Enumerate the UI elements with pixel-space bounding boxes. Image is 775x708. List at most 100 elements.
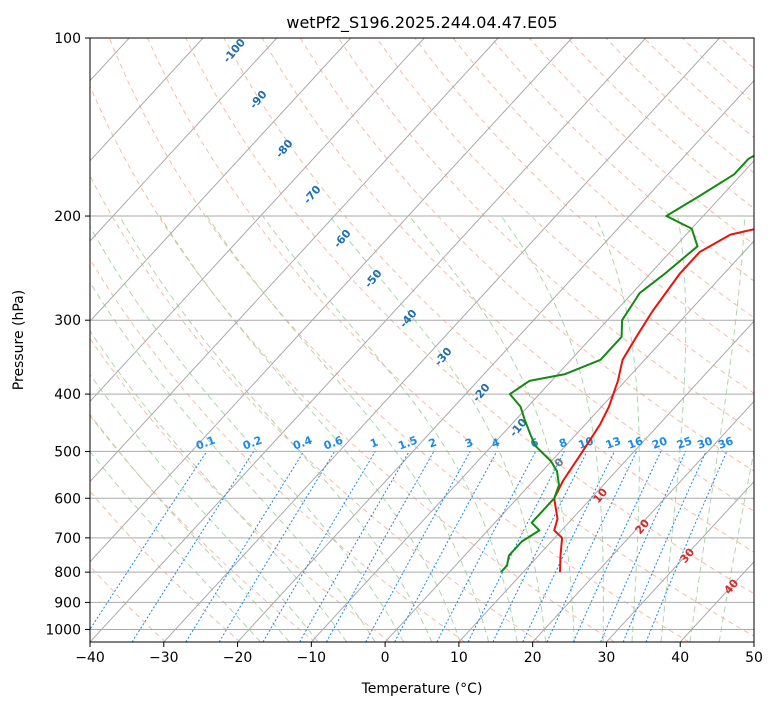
dry-adiabat [414, 38, 754, 356]
x-tick-label: 0 [381, 650, 390, 666]
dry-adiabat [261, 38, 754, 512]
mixing-ratio-label: 0.6 [322, 434, 345, 453]
dry-adiabat [681, 38, 754, 104]
mixing-ratio-label: 4 [490, 436, 502, 451]
dry-adiabat [223, 38, 754, 553]
isotherm-line [90, 38, 647, 642]
y-tick-label: 1000 [45, 622, 81, 638]
isotherm-line [90, 38, 204, 162]
temperature-line [553, 228, 754, 573]
isotherm-line [606, 480, 754, 642]
isotherm-line [310, 160, 754, 642]
dry-adiabat [720, 38, 754, 69]
y-tick-label: 200 [54, 209, 81, 225]
mixing-ratio-label: 8 [557, 436, 569, 451]
moist-adiabat [206, 215, 490, 642]
isotherm-line [90, 38, 351, 322]
y-tick-label: 300 [54, 313, 81, 329]
dry-adiabat [759, 38, 775, 642]
moist-adiabat [159, 215, 461, 642]
x-tick-label: 20 [524, 650, 542, 666]
moist-adiabat [500, 215, 604, 642]
mixing-ratio-label: 30 [695, 434, 714, 452]
isotherm-line [0, 38, 56, 642]
moist-adiabat [90, 373, 319, 642]
y-axis-label: Pressure (hPa) [11, 290, 27, 390]
mixing-ratio-label: 0.1 [194, 434, 217, 453]
dry-adiabat-label: -50 [362, 267, 385, 291]
x-tick-label: 40 [671, 650, 689, 666]
moist-adiabat [90, 413, 290, 642]
mixing-ratio-line [262, 451, 376, 642]
dry-adiabat [338, 38, 754, 433]
isotherm-line [237, 79, 754, 642]
background-line-labels: 0.1 0.2 0.4 0.6 1 1.5 2 3 4 6 8 10 13 16 20 25 30 36-100-… [194, 36, 741, 597]
moist-adiabat [689, 215, 746, 642]
y-tick-label: 700 [54, 531, 81, 547]
dry-adiabat-label: -30 [432, 345, 455, 369]
mixing-ratio-label: 16 [626, 434, 645, 452]
mixing-ratio-label: 1.5 [397, 434, 420, 453]
mixing-ratio-label: 2 [427, 436, 439, 451]
mixing-ratio-line [600, 451, 687, 642]
dry-adiabat-label: -70 [301, 183, 324, 207]
x-tick-label: −40 [75, 650, 105, 666]
mixing-ratio-label: 20 [650, 434, 669, 452]
moist-adiabat [718, 448, 754, 642]
mixing-ratio-line [365, 451, 471, 642]
isotherm-line [90, 38, 573, 563]
dry-adiabat-label: -90 [247, 88, 270, 112]
dry-adiabat [376, 38, 754, 394]
y-tick-label: 900 [54, 595, 81, 611]
x-tick-label: 10 [450, 650, 468, 666]
mixing-ratio-line [185, 451, 305, 642]
isotherm-line [753, 641, 754, 642]
mixing-ratio-line [90, 451, 208, 631]
plot-frame [89, 37, 755, 643]
moist-adiabat [90, 225, 405, 642]
dry-adiabat [529, 38, 754, 246]
isotherm-line [90, 38, 425, 403]
dry-adiabat [147, 38, 754, 637]
isotherm-line [163, 38, 720, 642]
axes: −40 −30 −20 −10 0 10 20 30 40 50 100 200 300 400 500 60… [45, 31, 763, 666]
mixing-ratio-line [546, 451, 638, 642]
isotherm-line [679, 561, 754, 642]
x-tick-label: −30 [149, 650, 179, 666]
x-tick-label: 30 [598, 650, 616, 666]
dry-adiabat [90, 337, 391, 642]
moist-adiabat [660, 215, 687, 642]
mixing-ratio-line [573, 451, 662, 642]
y-tick-label: 600 [54, 491, 81, 507]
mixing-ratio-label: 25 [675, 434, 694, 451]
x-tick-label: −20 [223, 650, 253, 666]
mixing-ratio-line [492, 451, 588, 642]
dry-adiabat [90, 490, 241, 642]
mixing-ratio-line [131, 451, 255, 642]
mixing-ratio-line [394, 451, 498, 642]
mixing-ratio-line [325, 451, 435, 642]
mixing-ratio-label: 0.4 [291, 434, 314, 453]
dry-adiabat-label: -40 [397, 307, 420, 331]
dry-adiabat [299, 38, 754, 472]
moist-adiabat [408, 215, 575, 642]
dry-adiabat [185, 38, 754, 595]
profile-lines [500, 154, 754, 573]
mixing-ratio-line [218, 451, 336, 642]
moist-adiabat [90, 281, 376, 642]
isotherm-line [532, 400, 754, 642]
isotherm-line [384, 240, 754, 642]
dry-adiabat-label: -60 [331, 227, 354, 251]
mixing-ratio-line [522, 451, 615, 642]
isotherm-line [458, 320, 754, 642]
x-axis-label: Temperature (°C) [361, 681, 483, 697]
chart-title: wetPf2_S196.2025.244.04.47.E05 [286, 13, 557, 33]
mixing-ratio-line [467, 451, 565, 642]
mixing-ratio-label: 36 [716, 434, 735, 452]
y-tick-label: 800 [54, 565, 81, 581]
y-tick-label: 500 [54, 444, 81, 460]
dry-adiabat-label: -20 [470, 381, 493, 405]
dry-adiabat-label: -80 [273, 137, 296, 161]
mixing-ratio-label: 3 [463, 436, 475, 451]
